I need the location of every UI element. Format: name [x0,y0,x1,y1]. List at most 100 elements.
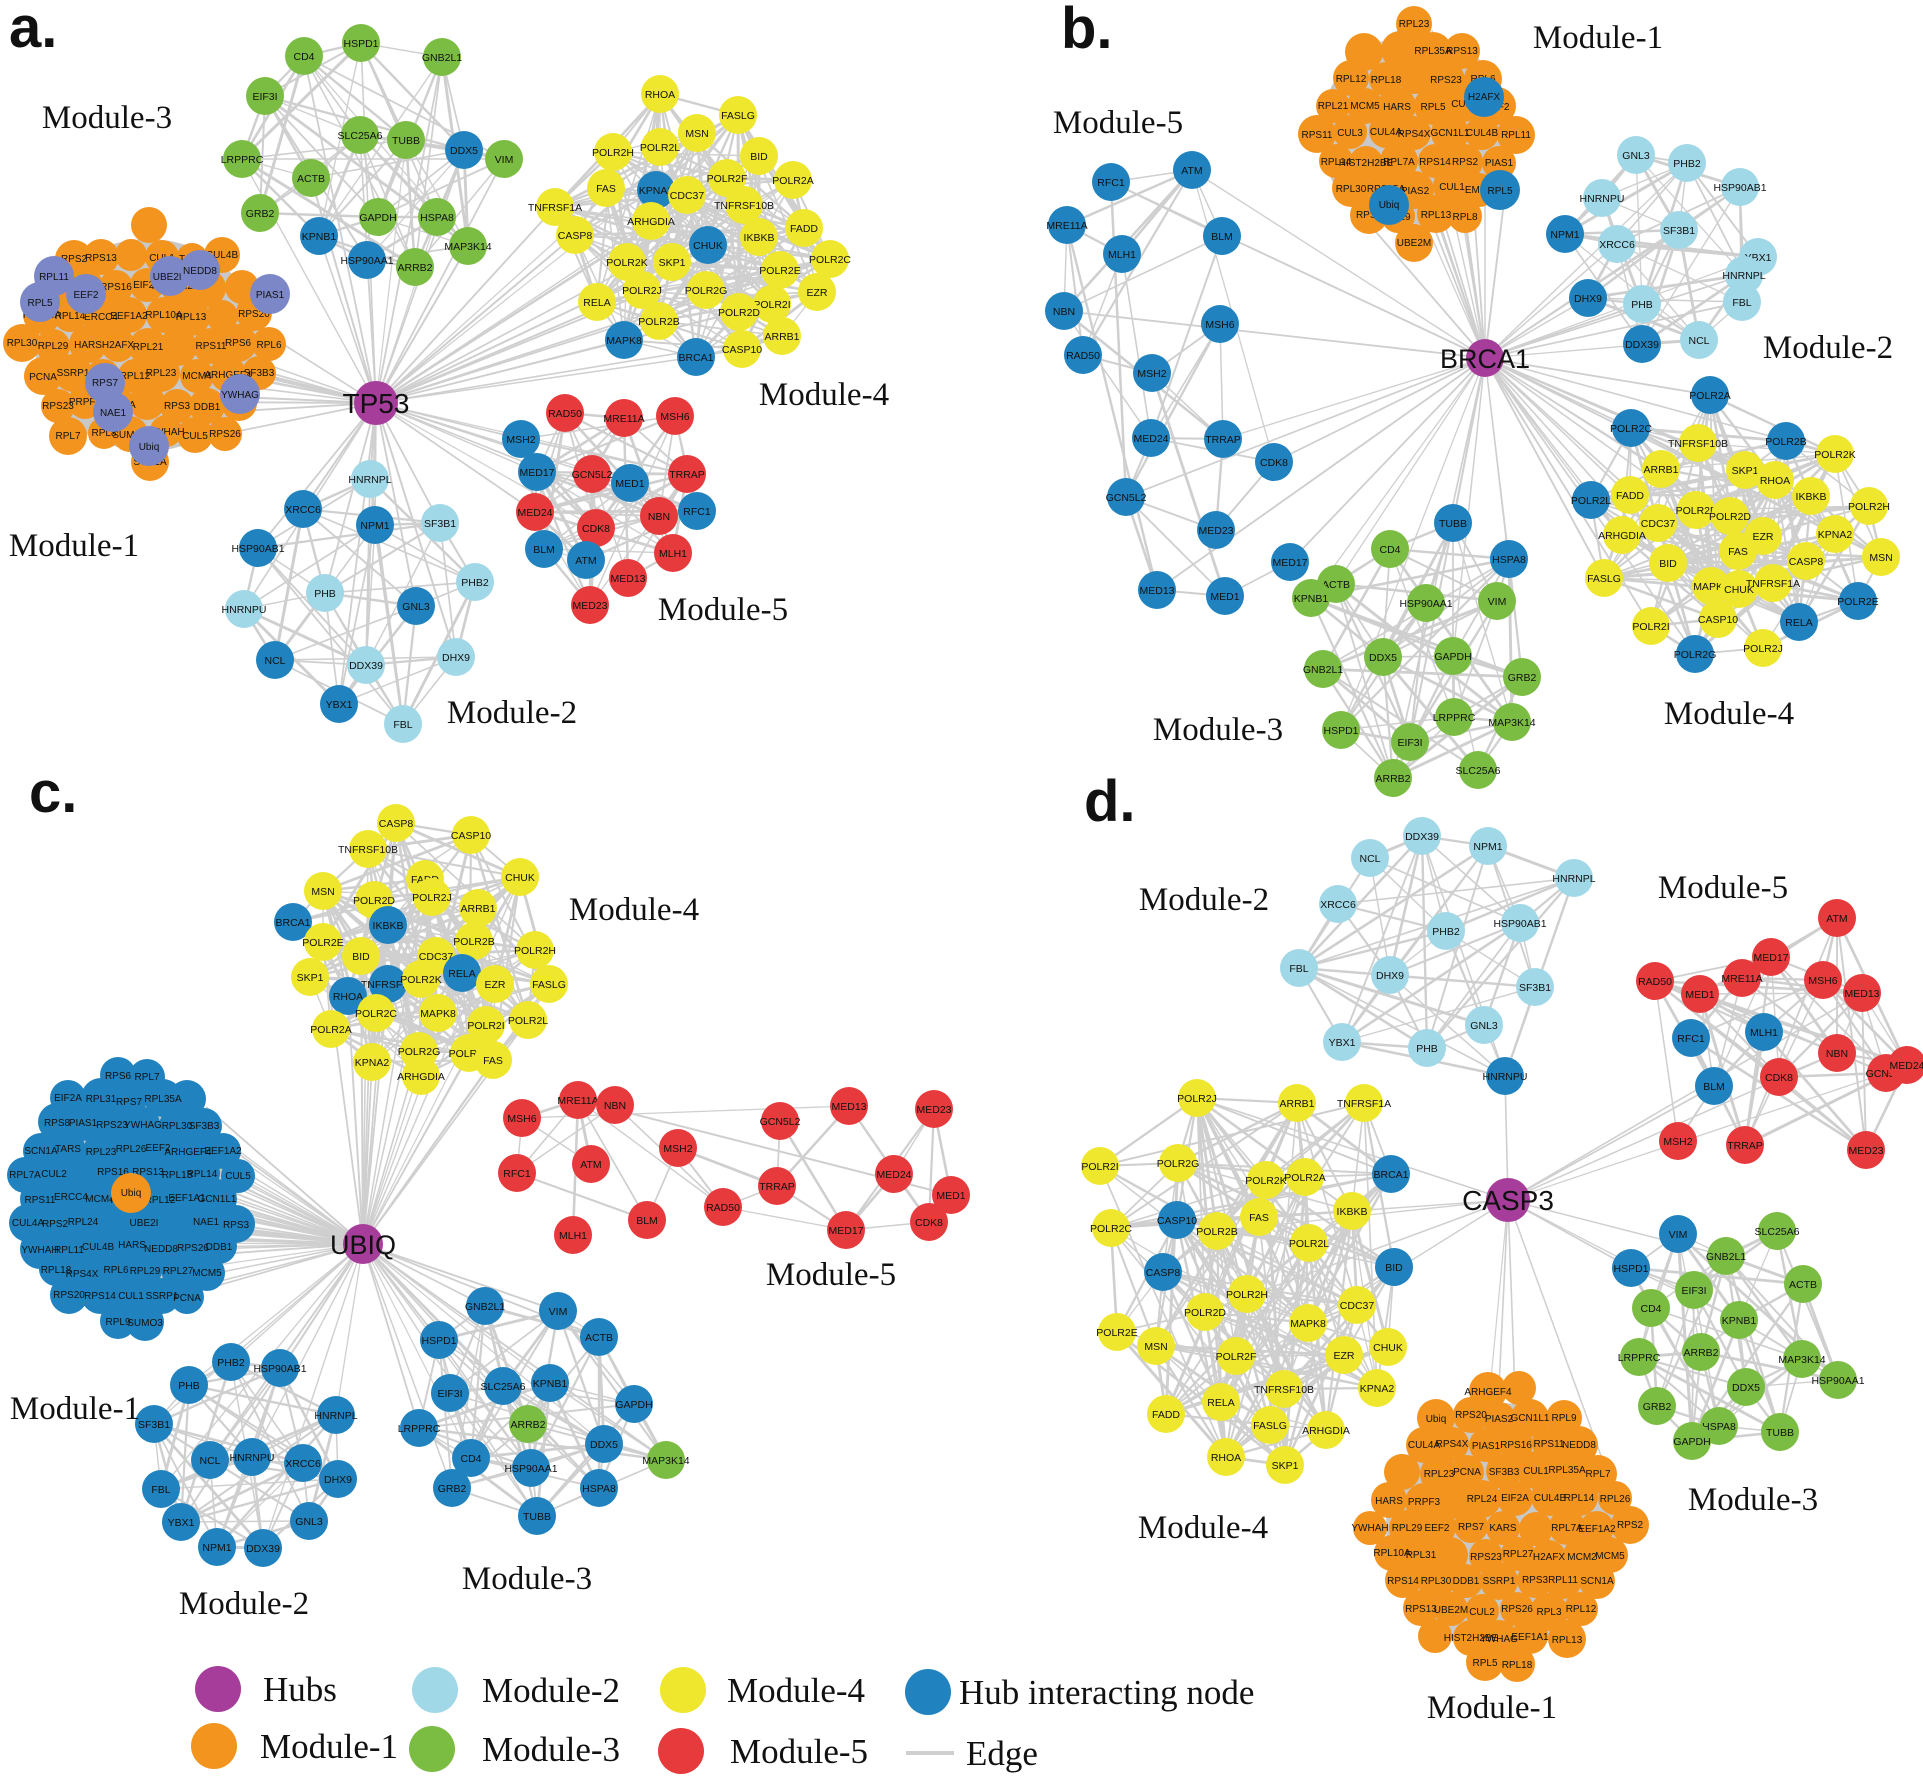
svg-text:FASLG: FASLG [532,979,566,991]
svg-text:POLR2C: POLR2C [1090,1223,1132,1235]
svg-text:MAP3K14: MAP3K14 [444,241,491,253]
svg-text:MSH6: MSH6 [660,411,689,423]
svg-text:EIF2A: EIF2A [54,1093,82,1104]
svg-text:POLR2K: POLR2K [400,974,441,986]
svg-text:HSP90AA1: HSP90AA1 [504,1463,557,1475]
svg-text:ARHGDIA: ARHGDIA [627,216,675,228]
svg-text:SF3B3: SF3B3 [244,368,275,379]
svg-text:MAP3K14: MAP3K14 [642,1455,689,1467]
svg-text:XRCC6: XRCC6 [1320,899,1356,911]
svg-text:HIST2H2BE: HIST2H2BE [1444,1633,1499,1644]
svg-text:RPL5: RPL5 [1487,186,1512,197]
svg-text:DDX39: DDX39 [246,1543,280,1555]
svg-text:HSP90AB1: HSP90AB1 [1493,918,1546,930]
svg-text:CDC37: CDC37 [1340,1300,1375,1312]
svg-text:POLR2I: POLR2I [1081,1161,1118,1173]
svg-text:RPL21: RPL21 [133,342,164,353]
svg-text:RPL13: RPL13 [1421,210,1452,221]
svg-text:CD4: CD4 [1379,544,1400,556]
svg-text:MED17: MED17 [519,467,554,479]
svg-text:DDX39: DDX39 [349,660,383,672]
svg-text:POLR2C: POLR2C [1610,423,1652,435]
svg-text:Ubiq: Ubiq [139,442,160,453]
svg-text:TUBB: TUBB [1439,518,1467,530]
svg-text:POLR2L: POLR2L [1289,1238,1329,1250]
svg-text:EIF2A: EIF2A [1501,1493,1529,1504]
svg-text:RELA: RELA [1785,617,1812,629]
svg-text:RELA: RELA [448,968,475,980]
svg-text:YWHAH: YWHAH [21,1245,58,1256]
svg-text:FAS: FAS [1249,1212,1269,1224]
svg-text:CD4: CD4 [1640,1303,1661,1315]
svg-text:RFC1: RFC1 [683,506,711,518]
svg-text:MED23: MED23 [916,1104,951,1116]
svg-text:GNL3: GNL3 [1470,1020,1498,1032]
svg-text:YWHAG: YWHAG [124,1120,162,1131]
svg-text:POLR2A: POLR2A [1284,1172,1325,1184]
svg-text:MSH2: MSH2 [506,434,535,446]
svg-text:ARHGEF4: ARHGEF4 [204,370,252,381]
svg-text:RPL6: RPL6 [103,1265,128,1276]
svg-text:Module-3: Module-3 [462,1561,592,1597]
svg-text:POLR2A: POLR2A [1689,390,1730,402]
svg-text:HARS: HARS [1375,1496,1403,1507]
svg-text:KPNA2: KPNA2 [639,185,674,197]
svg-text:CASP10: CASP10 [722,344,762,356]
svg-text:SF3B1: SF3B1 [1663,225,1695,237]
svg-text:POLR2I: POLR2I [1632,621,1669,633]
svg-text:TNFRSF10B: TNFRSF10B [1668,438,1728,450]
svg-text:Hub interacting node: Hub interacting node [959,1673,1254,1712]
svg-text:MRE11A: MRE11A [1046,220,1087,232]
svg-text:TP53: TP53 [343,388,410,419]
svg-text:NBN: NBN [604,1100,626,1112]
svg-text:YBX1: YBX1 [326,699,353,711]
svg-text:HNRNPU: HNRNPU [230,1452,275,1464]
svg-text:MED13: MED13 [1844,988,1879,1000]
svg-text:Hubs: Hubs [263,1670,337,1709]
svg-text:DDB1: DDB1 [194,402,221,413]
svg-text:PHB2: PHB2 [1432,926,1460,938]
svg-text:RPL5: RPL5 [1420,102,1445,113]
svg-text:EEF1A1: EEF1A1 [168,1193,206,1204]
svg-text:TRRAP: TRRAP [669,469,705,481]
svg-text:EEF2: EEF2 [145,1143,170,1154]
svg-text:RPS4X: RPS4X [1398,129,1431,140]
svg-text:PRPF3: PRPF3 [1408,1497,1441,1508]
svg-text:RPL8: RPL8 [91,428,116,439]
svg-text:BID: BID [750,151,768,163]
svg-text:TUBB: TUBB [523,1511,551,1523]
svg-text:Module-5: Module-5 [766,1257,896,1293]
svg-text:PRPF3: PRPF3 [69,397,102,408]
svg-text:KPNB1: KPNB1 [1722,1315,1757,1327]
svg-text:POLR2C: POLR2C [809,254,851,266]
svg-text:RPL7A: RPL7A [1383,157,1415,168]
svg-text:GCN1L1: GCN1L1 [198,1194,237,1205]
svg-text:PIAS1: PIAS1 [1485,158,1514,169]
svg-text:CUL2: CUL2 [1469,1607,1495,1618]
svg-text:POLR2F: POLR2F [707,173,748,185]
svg-text:EEF1A2: EEF1A2 [204,1146,242,1157]
svg-text:MED23: MED23 [1198,525,1233,537]
svg-text:ARHGEF4: ARHGEF4 [1464,1387,1512,1398]
svg-text:HSPA8: HSPA8 [420,212,454,224]
svg-text:MCM5: MCM5 [192,1268,222,1279]
svg-text:RFC1: RFC1 [1097,177,1125,189]
svg-text:HNRNPL: HNRNPL [1722,270,1765,282]
svg-text:BLM: BLM [636,1215,658,1227]
svg-text:FAS: FAS [483,1055,503,1067]
svg-text:CDK8: CDK8 [915,1217,943,1229]
svg-text:MAP3K14: MAP3K14 [1778,1354,1825,1366]
svg-text:POLR2L: POLR2L [1571,495,1611,507]
svg-text:RPL6: RPL6 [256,340,281,351]
svg-text:CUL1: CUL1 [1523,1466,1549,1477]
svg-text:KPNB1: KPNB1 [1294,593,1329,605]
svg-text:RPS16: RPS16 [97,1167,129,1178]
svg-text:SSRP1: SSRP1 [57,368,90,379]
svg-text:RHOA: RHOA [333,991,363,1003]
svg-text:VIM: VIM [1669,1229,1688,1241]
svg-text:RPL18: RPL18 [41,1265,72,1276]
svg-text:ARRB2: ARRB2 [397,262,432,274]
svg-text:FADD: FADD [1616,490,1644,502]
svg-text:RPS23: RPS23 [1430,75,1462,86]
svg-text:GNL3: GNL3 [402,601,430,613]
